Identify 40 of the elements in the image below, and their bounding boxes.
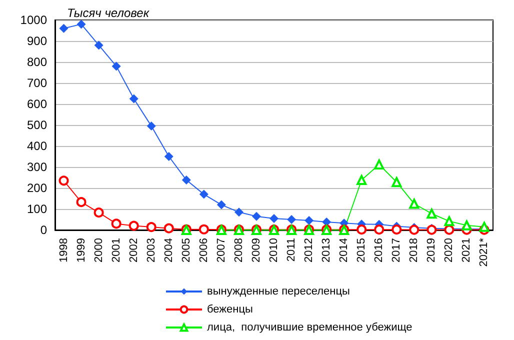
x-tick-label: 2003 bbox=[145, 238, 158, 262]
x-tick-label: 2014 bbox=[338, 238, 350, 262]
x-tick-label: 2015 bbox=[356, 238, 368, 262]
x-tick-label: 2010 bbox=[268, 238, 280, 262]
y-tick-label: 500 bbox=[26, 118, 48, 132]
y-tick-label: 100 bbox=[26, 202, 48, 216]
x-tick-label: 1998 bbox=[58, 238, 70, 262]
x-tick-label: 2018 bbox=[408, 238, 420, 262]
x-tick-label: 2021 bbox=[460, 238, 473, 262]
x-tick-label: 2019 bbox=[426, 238, 438, 262]
x-tick-label: 2001 bbox=[110, 238, 122, 262]
y-tick-label: 300 bbox=[26, 160, 48, 174]
y-tick-label: 700 bbox=[26, 76, 48, 90]
x-tick-label: 2011 bbox=[286, 238, 298, 262]
legend-label: вынужденные переселенцы bbox=[207, 286, 350, 298]
y-tick-label: 0 bbox=[40, 223, 48, 237]
x-tick-label: 2020 bbox=[443, 238, 456, 262]
x-tick-label: 2002 bbox=[128, 238, 140, 262]
y-axis-title: Тысяч человек bbox=[67, 6, 150, 20]
legend-label: беженцы bbox=[207, 304, 254, 316]
y-tick-label: 600 bbox=[26, 97, 48, 111]
x-tick-label: 2013 bbox=[320, 238, 333, 262]
x-tick-label: 2017 bbox=[390, 238, 403, 262]
y-tick-label: 1000 bbox=[20, 13, 48, 27]
y-tick-label: 800 bbox=[26, 55, 48, 69]
x-tick-label: 2004 bbox=[162, 238, 175, 262]
x-tick-label: 2005 bbox=[180, 238, 192, 262]
x-tick-label: 2007 bbox=[215, 238, 228, 262]
legend-label: лица, получившие временное убежище bbox=[207, 322, 412, 334]
y-tick-label: 200 bbox=[26, 181, 48, 195]
x-tick-label: 2021* bbox=[478, 237, 490, 267]
y-tick-label: 400 bbox=[26, 139, 48, 153]
x-tick-label: 2016 bbox=[373, 238, 386, 262]
x-tick-label: 1999 bbox=[75, 238, 88, 262]
x-tick-label: 2012 bbox=[303, 238, 316, 262]
x-tick-label: 2008 bbox=[232, 238, 245, 262]
x-tick-label: 2009 bbox=[250, 238, 262, 262]
x-tick-label: 2000 bbox=[92, 238, 105, 262]
y-tick-label: 900 bbox=[26, 34, 48, 48]
x-tick-label: 2006 bbox=[198, 238, 210, 262]
